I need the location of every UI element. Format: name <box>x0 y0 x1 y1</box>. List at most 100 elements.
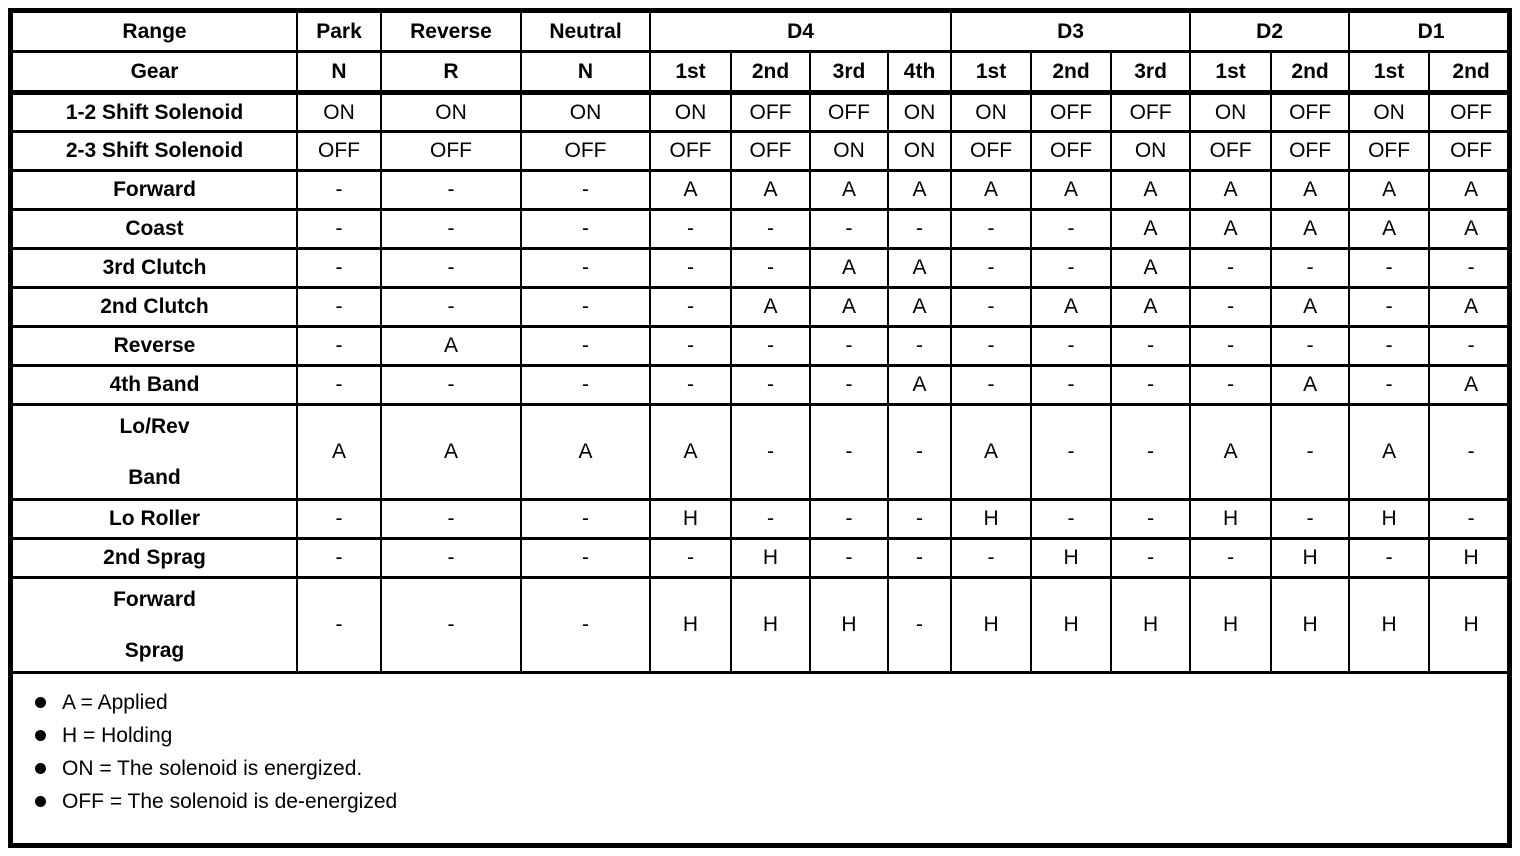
table-cell: - <box>520 325 651 367</box>
table-cell: A <box>809 247 889 289</box>
legend: A = Applied H = Holding ON = The solenoid … <box>13 674 1507 818</box>
table-cell: ON <box>1189 91 1273 133</box>
range-group-header: D2 <box>1189 13 1351 53</box>
table-cell: - <box>380 364 522 406</box>
range-group-header: Reverse <box>380 13 522 53</box>
table-cell: - <box>380 208 522 250</box>
table-cell: - <box>886 537 953 579</box>
row-label: Lo/Rev Band <box>13 403 298 501</box>
table-cell: A <box>1270 169 1351 211</box>
range-header-row: Range Park Reverse Neutral D4 D3 D2 D1 <box>13 13 1507 53</box>
table-cell: OFF <box>1270 91 1351 133</box>
table-cell: - <box>886 576 953 674</box>
table-cell: - <box>380 576 522 674</box>
table-cell: - <box>950 286 1033 328</box>
table-cell: A <box>1348 169 1431 211</box>
table-cell: - <box>809 403 889 501</box>
table-row: Reverse - A - - - - - - - - - - - - <box>13 325 1507 367</box>
row-label: Forward Sprag <box>13 576 298 674</box>
table-cell: - <box>1110 325 1192 367</box>
table-cell: ON <box>809 130 889 172</box>
table-cell: A <box>950 169 1033 211</box>
table-cell: - <box>1189 247 1273 289</box>
table-cell: OFF <box>809 91 889 133</box>
table-cell: OFF <box>380 130 522 172</box>
table-cell: - <box>809 208 889 250</box>
table-cell: A <box>649 403 732 501</box>
chart-body: 1-2 Shift Solenoid ON ON ON ON OFF OFF ON ON OFF O… <box>13 91 1507 674</box>
table-cell: - <box>520 208 651 250</box>
table-cell: - <box>380 537 522 579</box>
table-cell: - <box>730 403 811 501</box>
table-cell: - <box>649 325 732 367</box>
table-row: 4th Band - - - - - - A - - - - A - A <box>13 364 1507 406</box>
table-cell: A <box>520 403 651 501</box>
table-cell: H <box>950 576 1033 674</box>
table-cell: - <box>520 364 651 406</box>
table-cell: - <box>520 286 651 328</box>
table-cell: - <box>520 537 651 579</box>
table-cell: - <box>809 498 889 540</box>
table-cell: - <box>1189 364 1273 406</box>
row-label: 1-2 Shift Solenoid <box>13 91 298 133</box>
table-cell: - <box>1348 247 1431 289</box>
table-cell: - <box>520 576 651 674</box>
table-cell: - <box>886 403 953 501</box>
row-label-gap <box>13 611 295 639</box>
table-cell: A <box>1348 403 1431 501</box>
row-label: Reverse <box>13 325 298 367</box>
table-cell: H <box>1270 537 1351 579</box>
table-row: Forward - - - A A A A A A A A A A A <box>13 169 1507 211</box>
legend-text: OFF = The solenoid is de-energized <box>62 789 398 813</box>
legend-text: ON = The solenoid is energized. <box>62 756 363 780</box>
table-cell: - <box>1428 325 1507 367</box>
table-cell: A <box>1110 169 1192 211</box>
table-cell: - <box>1348 364 1431 406</box>
chart-frame: Range Park Reverse Neutral D4 D3 D2 D1 Gear N R N 1… <box>8 8 1512 848</box>
table-cell: A <box>380 403 522 501</box>
table-cell: - <box>1110 498 1192 540</box>
table-cell: - <box>1189 325 1273 367</box>
table-cell: H <box>950 498 1033 540</box>
table-row: Forward Sprag - - - H H H - H H H H H H H <box>13 576 1507 674</box>
row-label: 4th Band <box>13 364 298 406</box>
table-row: 2nd Clutch - - - - A A A - A A - A - A <box>13 286 1507 328</box>
range-group-header: Park <box>296 13 382 53</box>
table-cell: OFF <box>1428 91 1507 133</box>
table-cell: A <box>1189 208 1273 250</box>
range-group-header: D3 <box>950 13 1192 53</box>
table-cell: - <box>950 247 1033 289</box>
table-cell: - <box>649 247 732 289</box>
table-cell: A <box>730 286 811 328</box>
row-label: 2-3 Shift Solenoid <box>13 130 298 172</box>
table-row: 2-3 Shift Solenoid OFF OFF OFF OFF OFF ON ON OFF… <box>13 130 1507 172</box>
table-cell: A <box>886 286 953 328</box>
range-group-header: Range <box>13 13 298 53</box>
table-cell: A <box>1110 247 1192 289</box>
row-label-line: Band <box>128 466 181 489</box>
table-cell: - <box>730 325 811 367</box>
table-cell: A <box>809 286 889 328</box>
row-label: Lo Roller <box>13 498 298 540</box>
table-cell: - <box>380 286 522 328</box>
table-cell: H <box>1428 537 1507 579</box>
table-cell: - <box>380 169 522 211</box>
table-cell: H <box>1030 537 1113 579</box>
table-cell: - <box>809 364 889 406</box>
table-cell: OFF <box>1428 130 1507 172</box>
table-cell: ON <box>1348 91 1431 133</box>
table-cell: - <box>296 364 382 406</box>
row-label: 3rd Clutch <box>13 247 298 289</box>
application-chart-table: Range Park Reverse Neutral D4 D3 D2 D1 Gear N R N 1… <box>13 13 1507 674</box>
table-cell: A <box>1189 403 1273 501</box>
legend-item: OFF = The solenoid is de-energized <box>35 785 1507 818</box>
table-cell: - <box>1030 498 1113 540</box>
gear-header-label: Gear <box>13 50 298 95</box>
table-cell: - <box>730 364 811 406</box>
gear-header-row: Gear N R N 1st 2nd 3rd 4th 1st 2nd 3rd 1st 2nd 1st 2nd <box>13 50 1507 95</box>
gear-header-cell: 4th <box>886 50 953 95</box>
table-cell: - <box>730 208 811 250</box>
table-cell: OFF <box>1110 91 1192 133</box>
table-cell: - <box>380 498 522 540</box>
table-cell: A <box>730 169 811 211</box>
